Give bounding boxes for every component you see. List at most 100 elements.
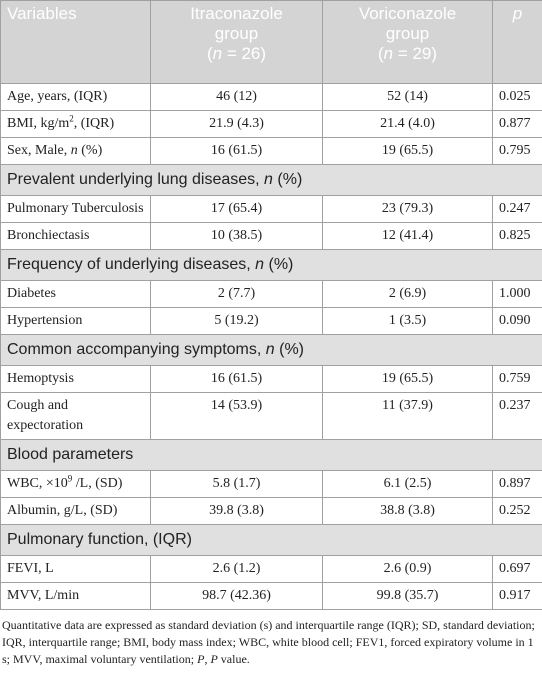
cell: 0.237 [492, 392, 542, 440]
cell: 46 (12) [150, 83, 323, 111]
data-row: Pulmonary Tuberculosis 17 (65.4) 23 (79.3)… [0, 195, 542, 223]
text-run: n [265, 341, 275, 358]
table-body: Age, years, (IQR) 46 (12) 52 (14) 0.025 BMI,… [0, 83, 542, 610]
row-label: FEVI, L [0, 555, 151, 583]
data-row: BMI, kg/m2, (IQR) 21.9 (4.3) 21.4 (4.0) 0.8… [0, 110, 542, 138]
header-line: group [385, 24, 430, 43]
text-run: n [212, 44, 223, 63]
section-row: Frequency of underlying diseases, n (%) [0, 249, 542, 281]
data-row: Cough and expectoration 14 (53.9) 11 (37.9… [0, 392, 542, 440]
cell: 21.4 (4.0) [322, 110, 493, 138]
text-run: (%) [77, 143, 103, 158]
cell: 0.795 [492, 137, 542, 165]
section-heading: Pulmonary function, (IQR) [0, 524, 542, 556]
text-run: n [383, 44, 394, 63]
text-run: Sex, Male, [7, 143, 71, 158]
text-run: Age, years, (IQR) [7, 89, 108, 104]
cell: 2.6 (1.2) [150, 555, 323, 583]
text-run: 2 [69, 113, 74, 124]
section-heading: Common accompanying symptoms, n (%) [0, 334, 542, 366]
text-run: = 26) [222, 44, 267, 63]
text-run: FEVI, L [7, 561, 54, 576]
cell: 16 (61.5) [150, 137, 323, 165]
text-run: Quantitative data are expressed as stand… [2, 618, 535, 666]
cell: 2 (6.9) [322, 280, 493, 308]
data-row: Hypertension 5 (19.2) 1 (3.5) 0.090 [0, 307, 542, 335]
cell: 17 (65.4) [150, 195, 323, 223]
cell: 5 (19.2) [150, 307, 323, 335]
row-label: Albumin, g/L, (SD) [0, 497, 151, 525]
row-label: Pulmonary Tuberculosis [0, 195, 151, 223]
row-label: Sex, Male, n (%) [0, 137, 151, 165]
cell: 0.759 [492, 365, 542, 393]
text-run: Blood parameters [7, 446, 134, 463]
section-row: Prevalent underlying lung diseases, n (%… [0, 164, 542, 196]
text-run: BMI, kg/m [7, 116, 70, 131]
footnote: Quantitative data are expressed as stand… [0, 617, 542, 668]
text-run: Prevalent underlying lung diseases, [7, 171, 265, 188]
text-run: Albumin, g/L, (SD) [7, 503, 118, 518]
cell: 38.8 (3.8) [322, 497, 493, 525]
section-heading: Prevalent underlying lung diseases, n (%… [0, 164, 542, 196]
text-run: Common accompanying symptoms, [7, 341, 266, 358]
header-row: Variables Itraconazole group (n = 26) Vorico… [0, 0, 542, 84]
cell: 0.897 [492, 470, 542, 498]
data-row: Age, years, (IQR) 46 (12) 52 (14) 0.025 [0, 83, 542, 111]
data-row: MVV, L/min 98.7 (42.36) 99.8 (35.7) 0.917 [0, 582, 542, 610]
cell: 1.000 [492, 280, 542, 308]
header-line: (n = 29) [329, 44, 486, 64]
column-header: Variables [0, 0, 151, 84]
cell: 0.090 [492, 307, 542, 335]
text-run: (%) [272, 171, 303, 188]
cell: 0.252 [492, 497, 542, 525]
text-run: Diabetes [7, 286, 56, 301]
text-run: /L, (SD) [72, 476, 123, 491]
text-run: , [204, 652, 211, 666]
data-row: Hemoptysis 16 (61.5) 19 (65.5) 0.759 [0, 365, 542, 393]
section-row: Blood parameters [0, 439, 542, 471]
text-run: 9 [67, 473, 73, 484]
cell: 98.7 (42.36) [150, 582, 323, 610]
header-text: p [512, 4, 523, 23]
text-run: Hypertension [7, 313, 83, 328]
cell: 5.8 (1.7) [150, 470, 323, 498]
text-run: P [197, 652, 205, 666]
cell: 1 (3.5) [322, 307, 493, 335]
cell: 2.6 (0.9) [322, 555, 493, 583]
cell: 0.917 [492, 582, 542, 610]
text-run: (%) [264, 256, 294, 273]
text-run: Hemoptysis [7, 371, 74, 386]
row-label: Cough and expectoration [0, 392, 151, 440]
header-line: group [214, 24, 259, 43]
row-label: MVV, L/min [0, 582, 151, 610]
cell: 0.877 [492, 110, 542, 138]
row-label: Hemoptysis [0, 365, 151, 393]
cell: 0.025 [492, 83, 542, 111]
cell: 0.247 [492, 195, 542, 223]
text-run: ( [377, 44, 384, 63]
text-run: n [264, 171, 273, 188]
text-run: n [255, 256, 265, 273]
cell: 23 (79.3) [322, 195, 493, 223]
text-run: n [70, 143, 78, 158]
text-run: WBC, ×10 [7, 476, 68, 491]
section-heading: Frequency of underlying diseases, n (%) [0, 249, 542, 281]
cell: 19 (65.5) [322, 365, 493, 393]
text-run: , (IQR) [73, 116, 115, 131]
column-header: Voriconazole group (n = 29) [322, 0, 493, 84]
text-run: Bronchiectasis [7, 228, 90, 243]
text-run: Frequency of underlying diseases, [7, 256, 256, 273]
data-table: Variables Itraconazole group (n = 26) Vorico… [0, 0, 542, 610]
data-row: Bronchiectasis 10 (38.5) 12 (41.4) 0.825 [0, 222, 542, 250]
column-header: p [492, 0, 542, 84]
data-row: Albumin, g/L, (SD) 39.8 (3.8) 38.8 (3.8) 0.… [0, 497, 542, 525]
text-run: Pulmonary function, (IQR) [7, 531, 192, 548]
section-row: Common accompanying symptoms, n (%) [0, 334, 542, 366]
section-row: Pulmonary function, (IQR) [0, 524, 542, 556]
data-row: WBC, ×109 /L, (SD) 5.8 (1.7) 6.1 (2.5) 0.89… [0, 470, 542, 498]
cell: 16 (61.5) [150, 365, 323, 393]
cell: 12 (41.4) [322, 222, 493, 250]
cell: 2 (7.7) [150, 280, 323, 308]
cell: 14 (53.9) [150, 392, 323, 440]
